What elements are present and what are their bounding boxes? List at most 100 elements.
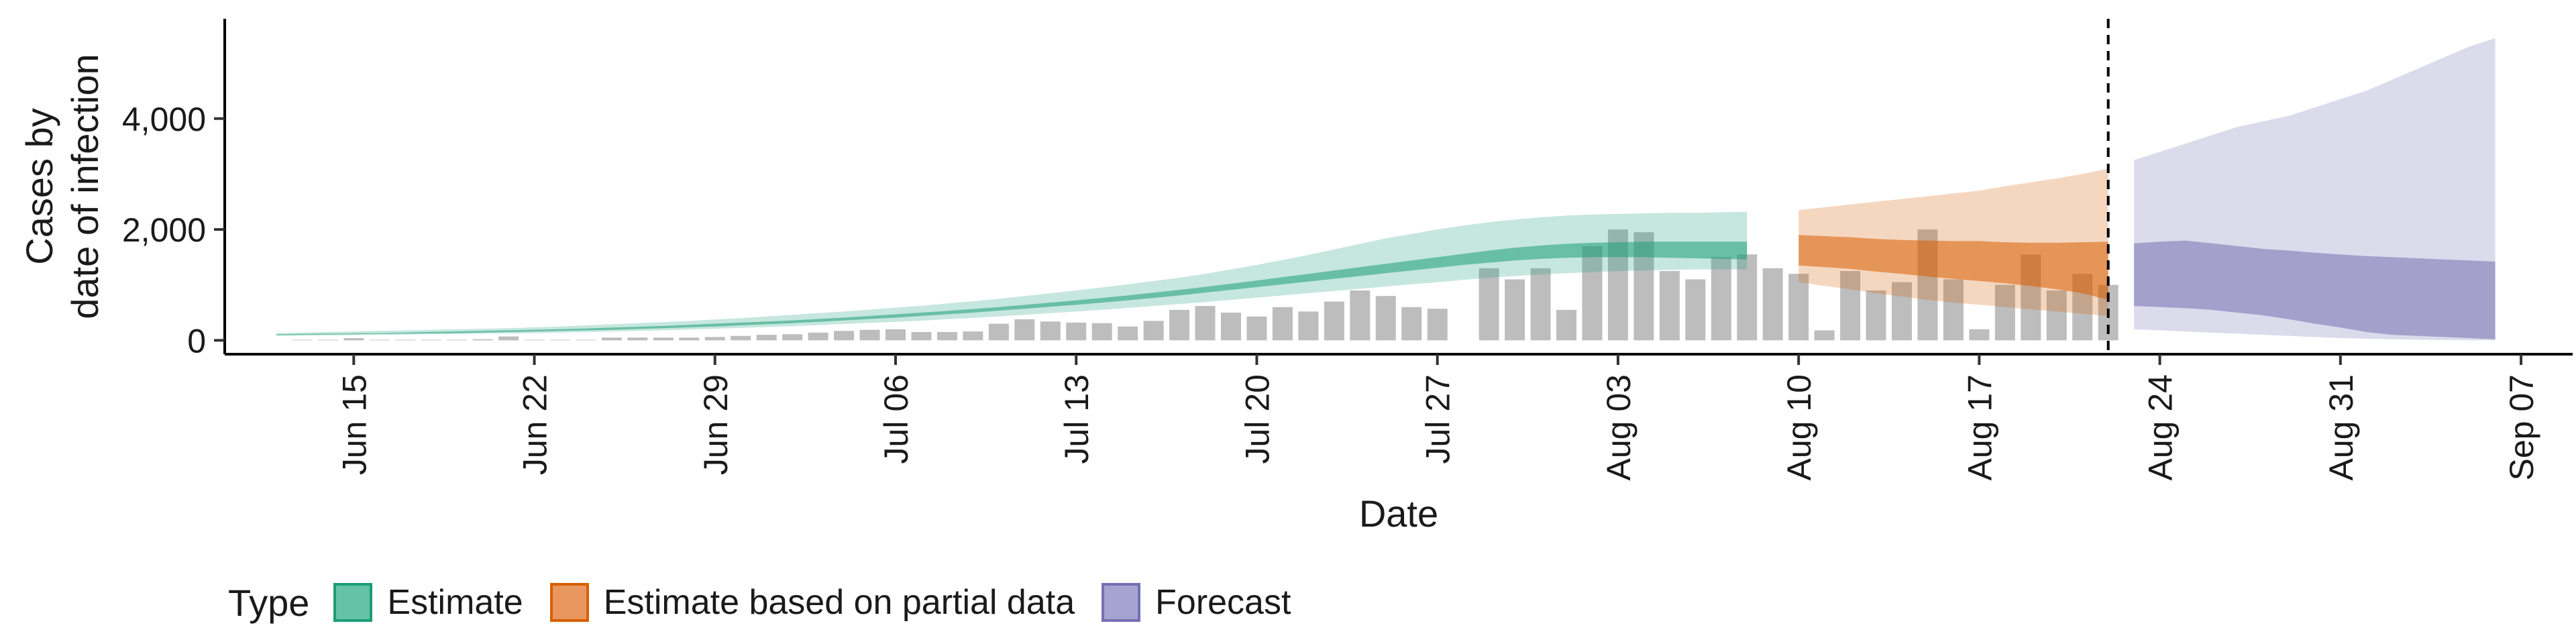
x-tick-label: Aug 31 bbox=[2322, 374, 2360, 480]
x-tick-label: Jun 15 bbox=[335, 374, 373, 475]
x-tick-label: Jun 22 bbox=[517, 374, 554, 475]
legend-key-partial bbox=[549, 583, 589, 622]
observed-bar bbox=[472, 339, 493, 341]
observed-bar bbox=[1221, 313, 1241, 341]
observed-bar bbox=[1298, 311, 1319, 341]
observed-bar bbox=[859, 329, 880, 341]
observed-bar bbox=[524, 339, 545, 341]
x-axis-title: Date bbox=[1359, 492, 1438, 535]
x-tick-label: Jul 20 bbox=[1238, 374, 1276, 464]
observed-bar bbox=[369, 339, 390, 341]
observed-bar bbox=[1427, 309, 1448, 341]
x-tick-label: Aug 03 bbox=[1600, 374, 1638, 480]
observed-bar bbox=[1143, 321, 1164, 341]
y-tick-label: 0 bbox=[187, 322, 206, 360]
observed-bar bbox=[1375, 296, 1396, 341]
observed-bar bbox=[1272, 307, 1293, 341]
estimate-band-90 bbox=[276, 211, 1748, 336]
observed-bar bbox=[988, 323, 1009, 341]
observed-bar bbox=[421, 339, 441, 341]
observed-bar bbox=[1582, 246, 1603, 341]
x-tick-label: Aug 10 bbox=[1780, 374, 1818, 480]
observed-bar bbox=[627, 337, 648, 341]
observed-bar bbox=[1788, 274, 1809, 341]
observed-bar bbox=[1866, 290, 1886, 341]
observed-bar bbox=[1943, 279, 1964, 341]
observed-bar bbox=[601, 337, 622, 341]
x-tick-label: Jul 13 bbox=[1058, 374, 1095, 464]
axes: 0 2,000 4,000 Jun 15 Jun 22 Jun 29 Jul 06 Jul 1… bbox=[122, 19, 2573, 480]
observed-bar bbox=[963, 331, 983, 341]
observed-bar bbox=[1711, 257, 1731, 341]
x-tick-label: Jul 06 bbox=[877, 374, 915, 464]
observed-bar bbox=[395, 339, 416, 341]
observed-bar bbox=[1762, 268, 1783, 341]
observed-bar bbox=[1969, 329, 1990, 341]
observed-bar bbox=[447, 339, 468, 341]
legend-item-partial: Estimate based on partial data bbox=[549, 582, 1075, 623]
observed-bar bbox=[292, 339, 313, 341]
observed-bar bbox=[1246, 316, 1267, 341]
legend-label-partial: Estimate based on partial data bbox=[603, 583, 1075, 622]
observed-bar bbox=[808, 332, 828, 341]
legend-title: Type bbox=[228, 581, 310, 624]
observed-bar bbox=[1066, 322, 1087, 341]
y-tick-label: 2,000 bbox=[122, 211, 206, 249]
observed-bar bbox=[1040, 321, 1061, 341]
observed-bar bbox=[1324, 301, 1344, 341]
y-axis-title-line-1: Cases by bbox=[18, 108, 60, 264]
observed-bar bbox=[885, 329, 906, 341]
estimate-band-50 bbox=[276, 241, 1748, 335]
observed-bar bbox=[1169, 309, 1190, 341]
observed-bar bbox=[1350, 290, 1371, 341]
legend-item-estimate: Estimate bbox=[333, 582, 523, 623]
forecast-band-50 bbox=[2134, 240, 2496, 339]
observed-bar bbox=[782, 334, 803, 341]
legend-key-forecast bbox=[1102, 583, 1141, 622]
observed-bar bbox=[317, 339, 338, 341]
legend: Type Estimate Estimate based on partial … bbox=[228, 577, 1318, 628]
observed-bar bbox=[1994, 284, 2015, 341]
x-tick-label: Aug 17 bbox=[1961, 374, 1998, 480]
observed-bar bbox=[756, 335, 777, 341]
x-tick-label: Aug 24 bbox=[2142, 374, 2180, 480]
observed-bar bbox=[731, 335, 751, 341]
y-tick-label: 4,000 bbox=[122, 101, 206, 138]
observed-bar bbox=[1118, 326, 1138, 341]
observed-bar bbox=[1091, 323, 1112, 341]
observed-bar bbox=[343, 338, 364, 341]
observed-bar bbox=[1814, 330, 1835, 341]
x-tick-label: Sep 07 bbox=[2503, 374, 2540, 480]
observed-bar bbox=[679, 337, 700, 341]
observed-bar bbox=[1892, 282, 1912, 341]
observed-bar bbox=[1685, 279, 1706, 341]
observed-bar bbox=[1840, 271, 1861, 341]
observed-bar bbox=[1556, 309, 1576, 341]
observed-bar bbox=[576, 339, 596, 341]
observed-bar bbox=[2046, 290, 2067, 341]
legend-key-estimate bbox=[333, 583, 373, 622]
legend-label-estimate: Estimate bbox=[387, 583, 523, 622]
observed-bar bbox=[1530, 268, 1551, 341]
observed-bar bbox=[1505, 279, 1525, 341]
partial-estimate-band-50 bbox=[1799, 235, 2108, 300]
x-tick-label: Jun 29 bbox=[697, 374, 735, 475]
legend-item-forecast: Forecast bbox=[1102, 582, 1291, 623]
estimate-bands bbox=[276, 38, 2496, 341]
observed-bar bbox=[1401, 307, 1422, 341]
legend-label-forecast: Forecast bbox=[1155, 583, 1291, 622]
observed-bar bbox=[1737, 254, 1758, 341]
observed-bar bbox=[834, 331, 855, 341]
observed-bar bbox=[653, 337, 674, 341]
observed-bar bbox=[704, 337, 725, 341]
observed-bar bbox=[1659, 271, 1680, 341]
observed-bar bbox=[1195, 306, 1216, 341]
x-tick-label: Jul 27 bbox=[1419, 374, 1457, 464]
y-axis-title-line-2: date of infection bbox=[64, 54, 106, 319]
observed-bar bbox=[498, 336, 519, 341]
observed-bar bbox=[550, 339, 570, 341]
observed-bar bbox=[1479, 268, 1499, 341]
observed-bar bbox=[936, 331, 957, 341]
